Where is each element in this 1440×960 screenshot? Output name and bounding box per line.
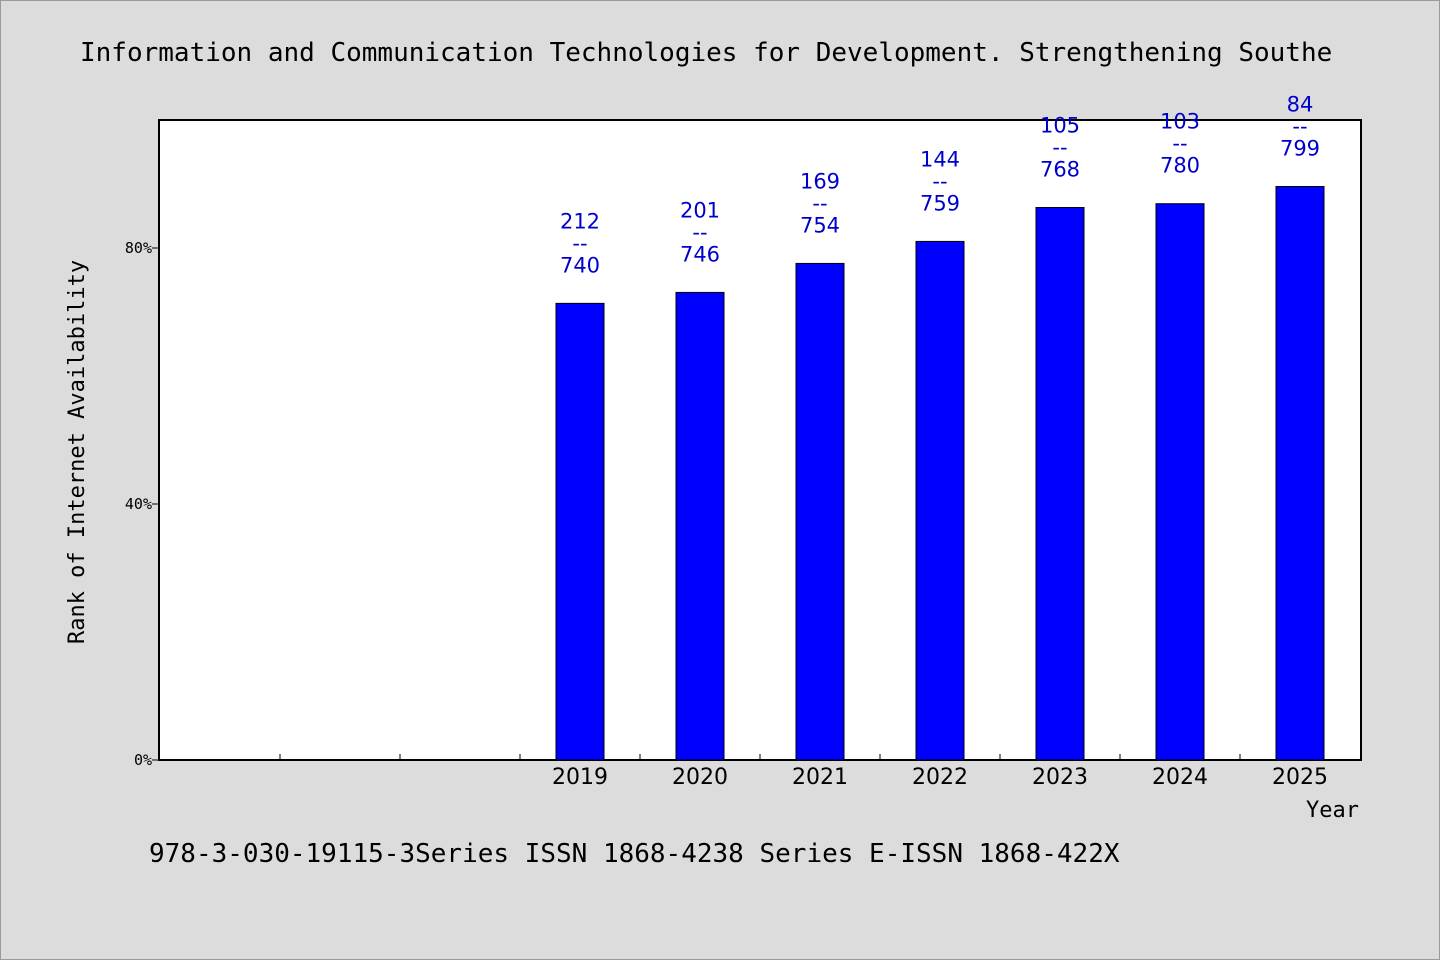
bar-labels: 212--740201--746169--754144--759105--768…	[560, 92, 1320, 277]
x-tick-label: 2021	[792, 765, 848, 790]
x-tick-label: 2022	[912, 765, 968, 790]
data-label-bottom: 780	[1160, 154, 1200, 178]
data-label-top: 84	[1287, 92, 1314, 116]
x-tick-label: 2023	[1032, 765, 1088, 790]
bar	[1275, 185, 1325, 761]
x-axis-label: Year	[1306, 798, 1359, 823]
y-axis-label: Rank of Internet Availability	[65, 260, 90, 644]
x-tick-label: 2020	[672, 765, 728, 790]
bars	[555, 185, 1325, 761]
data-label-top: 212	[560, 209, 600, 233]
data-label-sep: --	[1172, 132, 1187, 156]
x-tick-label: 2024	[1152, 765, 1208, 790]
data-label-sep: --	[932, 169, 947, 193]
bar	[1155, 203, 1205, 761]
data-label-bottom: 768	[1040, 157, 1080, 181]
bar	[915, 240, 965, 761]
bar	[1035, 206, 1085, 761]
data-label-bottom: 799	[1280, 136, 1320, 160]
data-label: 169--754	[800, 169, 840, 237]
data-label-bottom: 746	[680, 242, 720, 266]
data-label-bottom: 740	[560, 253, 600, 277]
bar	[795, 262, 845, 761]
data-label: 212--740	[560, 209, 600, 277]
chart-title: Information and Communication Technologi…	[80, 38, 1332, 68]
data-label-top: 169	[800, 169, 840, 193]
data-label-sep: --	[692, 220, 707, 244]
y-tick-label: 40%	[125, 495, 152, 513]
data-label-bottom: 754	[800, 213, 840, 237]
footer-text: 978-3-030-19115-3Series ISSN 1868-4238 S…	[149, 839, 1120, 869]
data-label: 144--759	[920, 147, 960, 215]
data-label: 105--768	[1040, 113, 1080, 181]
x-tick-label: 2019	[552, 765, 608, 790]
data-label: 103--780	[1160, 110, 1200, 178]
y-axis: 0% 40% 80%	[125, 239, 160, 769]
data-label-sep: --	[572, 231, 587, 255]
x-axis: 2019 2020 2021 2022 2023 2024 2025	[279, 754, 1328, 790]
data-label-top: 105	[1040, 113, 1080, 137]
x-tick-label: 2025	[1272, 765, 1328, 790]
y-tick-label: 0%	[134, 751, 152, 769]
data-label: 201--746	[680, 198, 720, 266]
data-label-top: 103	[1160, 110, 1200, 134]
data-label-top: 201	[680, 198, 720, 222]
data-label-top: 144	[920, 147, 960, 171]
y-tick-label: 80%	[125, 239, 152, 257]
data-label-sep: --	[812, 191, 827, 215]
data-label-sep: --	[1292, 114, 1307, 138]
data-label: 84--799	[1280, 92, 1320, 160]
data-label-sep: --	[1052, 135, 1067, 159]
bar	[675, 291, 725, 761]
data-label-bottom: 759	[920, 191, 960, 215]
bar	[555, 302, 605, 761]
